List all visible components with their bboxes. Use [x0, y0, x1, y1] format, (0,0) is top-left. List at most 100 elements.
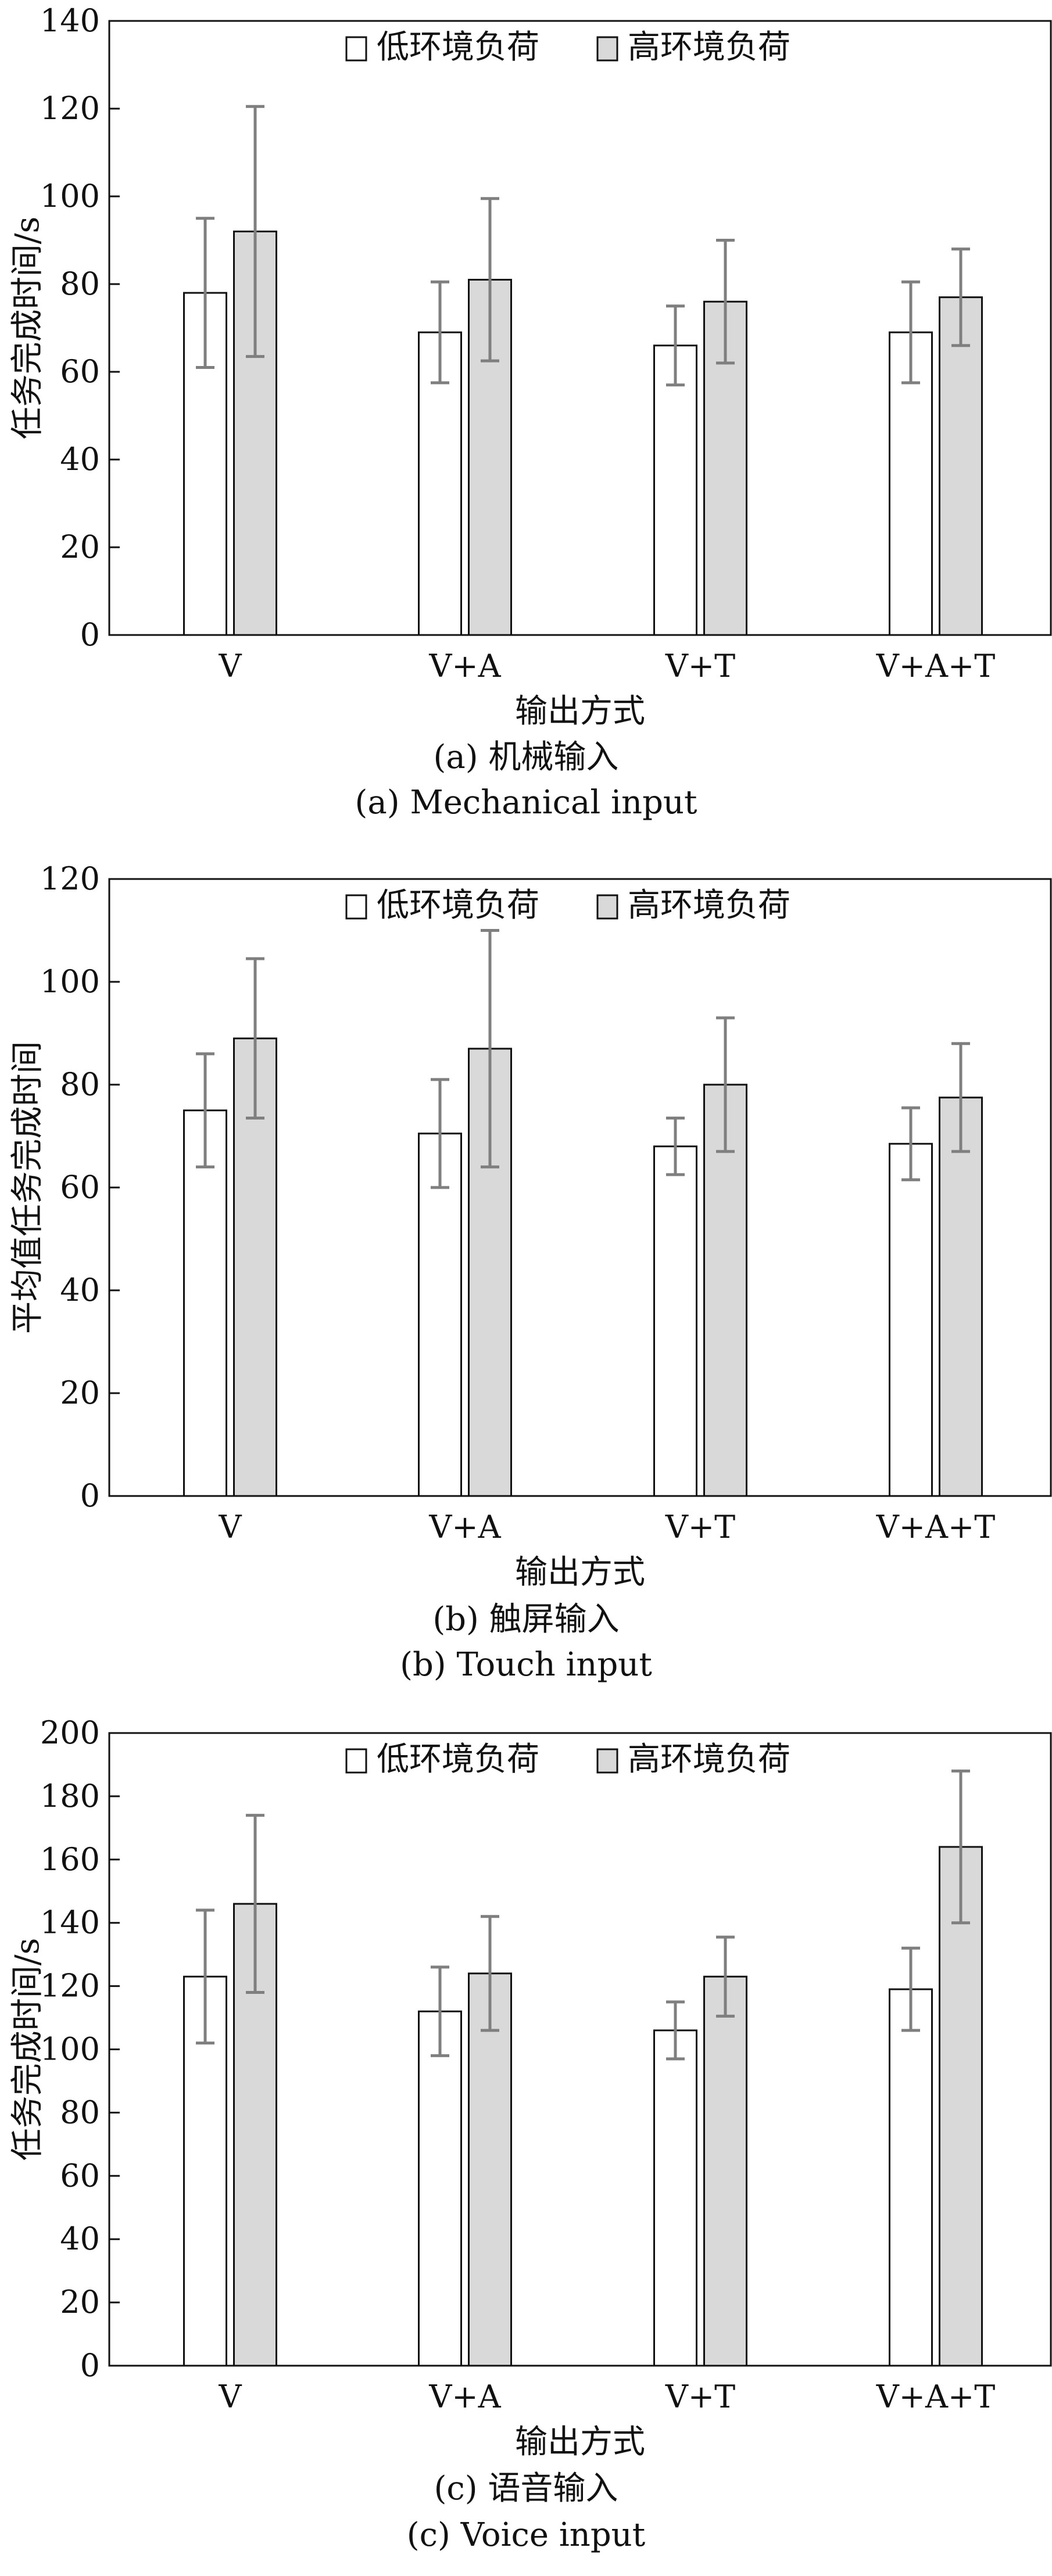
y-tick-label: 140	[40, 2, 100, 39]
bar-low-V+A+T	[889, 1143, 933, 1497]
x-tick-label: V+A	[428, 1509, 501, 1545]
bar-high-V+A+T	[939, 1096, 983, 1497]
bar-high-V+A+T	[939, 296, 983, 636]
bar-low-V+A	[418, 2010, 462, 2367]
x-tick-label: V+A+T	[876, 648, 996, 684]
y-tick-label: 0	[80, 616, 100, 653]
error-bar	[481, 1915, 499, 2032]
x-tick-label: V+A+T	[876, 2378, 996, 2415]
error-bar	[431, 1078, 449, 1189]
y-tick-label: 100	[40, 178, 100, 214]
y-tick-label: 60	[60, 2157, 100, 2194]
error-bar	[716, 1016, 735, 1153]
x-axis-title: 输出方式	[515, 2423, 645, 2461]
y-tick-label: 60	[60, 353, 100, 390]
bar-low-V+A	[418, 1132, 462, 1497]
legend-label-high: 高环境负荷	[628, 887, 790, 924]
caption-en: (c) Voice input	[407, 2516, 646, 2554]
bar-high-V+A	[468, 1972, 512, 2367]
legend-swatch-high	[596, 36, 618, 62]
error-bar	[246, 105, 264, 358]
y-axis-title: 任务完成时间/s	[9, 217, 46, 440]
y-tick-label: 40	[60, 1272, 100, 1308]
legend: 低环境负荷 高环境负荷	[345, 887, 790, 924]
error-bar	[901, 1106, 920, 1182]
y-tick-label: 180	[40, 1778, 100, 1814]
legend-swatch-high	[596, 894, 618, 920]
error-bar	[431, 280, 449, 385]
legend-swatch-low	[345, 36, 367, 62]
y-tick-label: 40	[60, 2220, 100, 2257]
legend-label-high: 高环境负荷	[628, 28, 790, 66]
x-tick-label: V+T	[665, 648, 735, 684]
error-bar	[951, 247, 970, 347]
error-bar	[901, 1946, 920, 2032]
error-bar	[716, 239, 735, 365]
bar-high-V+A+T	[939, 1846, 983, 2367]
chart-panel-2: 0 20 40 60 80 100 120 V V+A V+T V+A+T 输出方式 平均值任务完成时间…	[9, 860, 1052, 1684]
y-tick-label: 80	[60, 1066, 100, 1103]
error-bar	[666, 2000, 685, 2061]
y-tick-label: 100	[40, 2031, 100, 2068]
legend-label-high: 高环境负荷	[628, 1741, 790, 1778]
error-bar	[196, 1908, 214, 2045]
error-bar	[951, 1042, 970, 1153]
y-tick-label: 140	[40, 1904, 100, 1941]
y-axis-title: 平均值任务完成时间	[9, 1041, 46, 1334]
y-tick-label: 40	[60, 441, 100, 478]
x-tick-label: V+A	[428, 2378, 501, 2415]
x-tick-label: V+A+T	[876, 1509, 996, 1545]
bar-low-V+T	[653, 1145, 697, 1497]
x-tick-label: V	[219, 2378, 242, 2415]
legend-label-low: 低环境负荷	[377, 887, 539, 924]
bar-low-V+A+T	[889, 1988, 933, 2367]
legend-label-low: 低环境负荷	[377, 28, 539, 66]
y-tick-label: 200	[40, 1714, 100, 1751]
y-tick-label: 120	[40, 1968, 100, 2004]
y-tick-label: 120	[40, 860, 100, 897]
y-tick-label: 60	[60, 1169, 100, 1206]
legend-swatch-low	[345, 894, 367, 920]
x-tick-label: V+T	[665, 2378, 735, 2415]
caption-cn: (c) 语音输入	[434, 2470, 618, 2507]
error-bar	[481, 197, 499, 363]
y-tick-label: 120	[40, 90, 100, 127]
error-bar	[951, 1769, 970, 1925]
legend-label-low: 低环境负荷	[377, 1741, 539, 1778]
y-tick-label: 80	[60, 266, 100, 302]
error-bar	[246, 957, 264, 1120]
caption-en: (a) Mechanical input	[355, 784, 697, 821]
y-axis-title: 任务完成时间/s	[9, 1938, 46, 2161]
y-tick-label: 20	[60, 1375, 100, 1411]
x-tick-label: V+A	[428, 648, 501, 684]
bar-high-V+T	[703, 1975, 747, 2367]
error-bar	[666, 1117, 685, 1176]
y-tick-label: 160	[40, 1841, 100, 1878]
x-tick-label: V	[219, 1509, 242, 1545]
legend-swatch-low	[345, 1748, 367, 1774]
error-bar	[901, 280, 920, 385]
caption-cn: (b) 触屏输入	[432, 1601, 619, 1638]
plot-frame	[108, 20, 1052, 636]
y-tick-label: 20	[60, 2284, 100, 2320]
y-tick-label: 100	[40, 963, 100, 1000]
error-bar	[716, 1935, 735, 2018]
y-tick-label: 0	[80, 1477, 100, 1514]
chart-panel-1: 0 20 40 60 80 100 120 140 V V+A V+T V+A+T 输出方式 任务完成时间…	[9, 2, 1052, 821]
error-bar	[196, 1052, 214, 1169]
error-bar	[431, 1965, 449, 2057]
error-bar	[196, 217, 214, 369]
error-bar	[481, 929, 499, 1169]
caption-cn: (a) 机械输入	[434, 738, 619, 776]
bar-low-V+T	[653, 2029, 697, 2367]
error-bar	[246, 1814, 264, 1994]
y-tick-label: 80	[60, 2094, 100, 2130]
x-axis-title: 输出方式	[515, 1554, 645, 1591]
y-tick-label: 20	[60, 529, 100, 565]
legend: 低环境负荷 高环境负荷	[345, 28, 790, 66]
caption-en: (b) Touch input	[400, 1646, 652, 1684]
error-bar	[666, 304, 685, 387]
bar-low-V+T	[653, 345, 697, 636]
x-tick-label: V+T	[665, 1509, 735, 1545]
